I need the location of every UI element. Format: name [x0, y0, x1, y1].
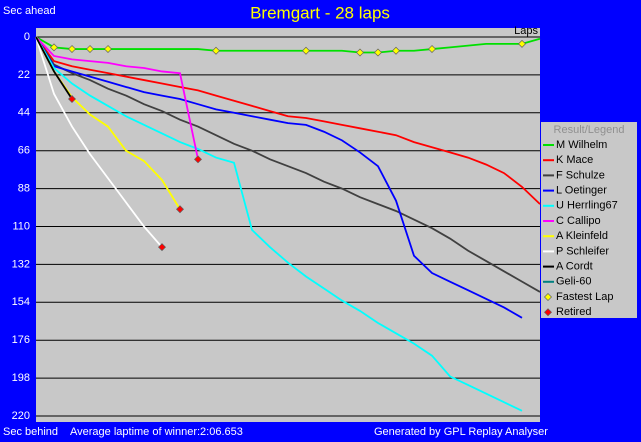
- footer-right: Generated by GPL Replay Analyser: [374, 426, 548, 438]
- marker: [86, 45, 94, 54]
- series-line: [35, 36, 541, 293]
- marker: [518, 39, 526, 48]
- legend-label: Fastest Lap: [556, 291, 613, 303]
- y-label-bottom: Sec behind: [3, 426, 58, 438]
- legend-label: Retired: [556, 306, 591, 318]
- marker: [302, 46, 310, 55]
- y-tick-label: 154: [12, 296, 30, 308]
- marker: [68, 95, 76, 104]
- legend-marker: [544, 293, 552, 301]
- marker: [374, 48, 382, 57]
- marker: [176, 205, 184, 214]
- y-tick-label: 220: [12, 410, 30, 422]
- legend-marker: [544, 308, 552, 317]
- marker: [392, 46, 400, 55]
- series-line: [35, 36, 523, 319]
- legend-box: [541, 122, 637, 318]
- legend-label: A Cordt: [556, 261, 593, 273]
- legend-label: K Mace: [556, 154, 593, 166]
- marker: [50, 43, 58, 52]
- y-tick-label: 132: [12, 258, 30, 270]
- footer-left: Average laptime of winner:2:06.653: [70, 426, 243, 438]
- legend-label: Geli-60: [556, 276, 591, 288]
- y-tick-label: 22: [18, 69, 30, 81]
- marker: [194, 155, 202, 164]
- plot-area: [36, 28, 540, 422]
- series-line: [35, 36, 199, 160]
- series-line: [35, 36, 541, 205]
- legend-title: Result/Legend: [554, 124, 625, 136]
- marker: [212, 46, 220, 55]
- legend-label: F Schulze: [556, 169, 605, 181]
- x-label: Laps: [514, 25, 538, 37]
- legend-label: L Oetinger: [556, 185, 607, 197]
- y-tick-label: 88: [18, 183, 30, 195]
- y-tick-label: 44: [18, 107, 30, 119]
- marker: [68, 45, 76, 54]
- marker: [104, 45, 112, 54]
- series-line: [35, 36, 163, 248]
- marker: [356, 48, 364, 57]
- marker: [428, 45, 436, 54]
- legend-label: P Schleifer: [556, 245, 609, 257]
- legend-label: M Wilhelm: [556, 139, 607, 151]
- marker: [158, 243, 166, 252]
- series-line: [35, 36, 541, 54]
- y-tick-label: 66: [18, 145, 30, 157]
- chart-title: Bremgart - 28 laps: [250, 3, 390, 22]
- legend-label: U Herrling67: [556, 200, 618, 212]
- y-tick-label: 110: [12, 220, 30, 232]
- y-tick-label: 198: [12, 372, 30, 384]
- series-line: [35, 36, 523, 412]
- series-line: [35, 36, 73, 100]
- legend-label: C Callipo: [556, 215, 601, 227]
- legend-label: A Kleinfeld: [556, 230, 608, 242]
- y-tick-label: 0: [24, 31, 30, 43]
- y-label-top: Sec ahead: [3, 5, 56, 17]
- y-tick-label: 176: [12, 334, 30, 346]
